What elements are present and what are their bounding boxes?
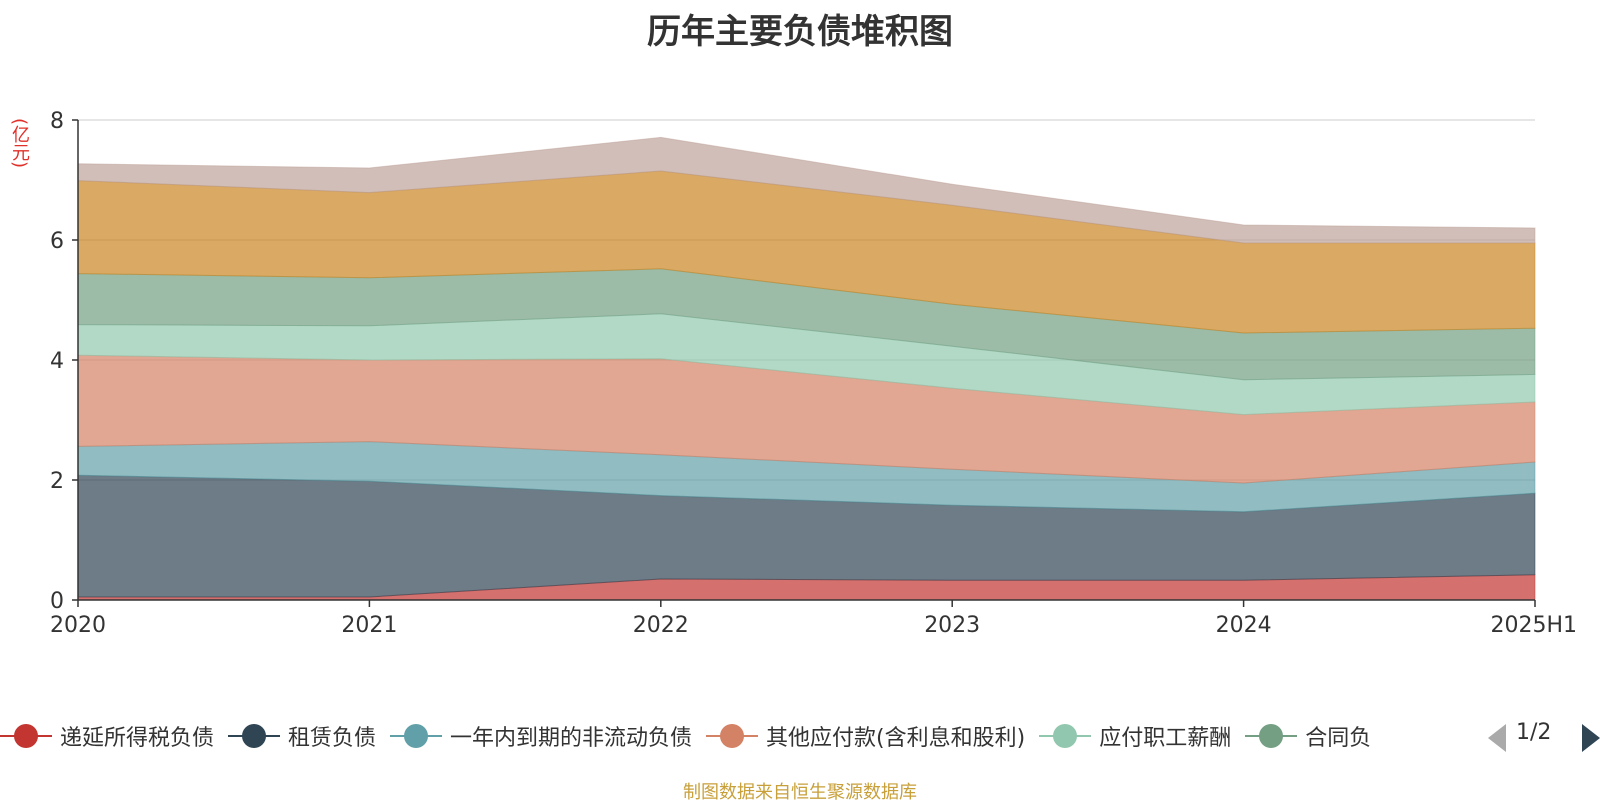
legend-label: 其他应付款(含利息和股利) <box>766 726 1026 751</box>
legend-marker-icon <box>0 724 52 748</box>
legend-item-4[interactable]: 应付职工薪酬 <box>1039 716 1231 756</box>
legend-pager: 1/2 <box>1488 716 1600 756</box>
legend-item-5[interactable]: 合同负 <box>1245 716 1371 756</box>
pager-next-icon[interactable] <box>1582 724 1600 752</box>
area-series <box>77 136 1536 601</box>
x-tick-label-5: 2025H1 <box>1490 613 1577 638</box>
y-tick-label-4: 8 <box>50 109 64 134</box>
x-tick-label-3: 2023 <box>924 613 980 638</box>
x-tick-label-1: 2021 <box>341 613 397 638</box>
y-tick-label-1: 2 <box>50 469 64 494</box>
x-tick-label-0: 2020 <box>50 613 106 638</box>
legend-label: 一年内到期的非流动负债 <box>450 726 693 751</box>
legend-marker-icon <box>228 724 281 748</box>
axes: 0 2 4 6 8 2020 2021 2022 2023 2024 2025H1 <box>50 109 1577 638</box>
x-tick-label-4: 2024 <box>1216 613 1272 638</box>
legend-item-1[interactable]: 租赁负债 <box>228 716 376 756</box>
legend-label: 合同负 <box>1305 726 1372 751</box>
legend-marker-icon <box>390 724 443 748</box>
legend-marker-icon <box>1039 724 1092 748</box>
legend-item-2[interactable]: 一年内到期的非流动负债 <box>390 716 692 756</box>
legend-marker-icon <box>1245 724 1298 748</box>
source-note: 制图数据来自恒生聚源数据库 <box>683 782 917 803</box>
pager-text: 1/2 <box>1516 720 1552 745</box>
legend-label: 租赁负债 <box>288 726 377 751</box>
y-tick-label-3: 6 <box>50 229 64 254</box>
area-series-7 <box>77 136 1536 244</box>
pager-prev-icon[interactable] <box>1488 724 1506 752</box>
unit-label: (亿元) <box>9 118 30 169</box>
legend-marker-icon <box>706 724 759 748</box>
legend-item-0[interactable]: 递延所得税负债 <box>0 716 214 756</box>
y-tick-label-2: 4 <box>50 349 64 374</box>
chart-title: 历年主要负债堆积图 <box>647 12 953 52</box>
legend-label: 应付职工薪酬 <box>1099 726 1232 751</box>
legend-label: 递延所得税负债 <box>60 726 215 751</box>
x-tick-label-2: 2022 <box>633 613 689 638</box>
y-tick-label-0: 0 <box>50 589 64 614</box>
legend-item-3[interactable]: 其他应付款(含利息和股利) <box>706 716 1025 756</box>
legend: 递延所得税负债 租赁负债 一年内到期的非流动负债 其他应付款(含利息和股利) 应付职工薪… <box>0 716 1485 756</box>
